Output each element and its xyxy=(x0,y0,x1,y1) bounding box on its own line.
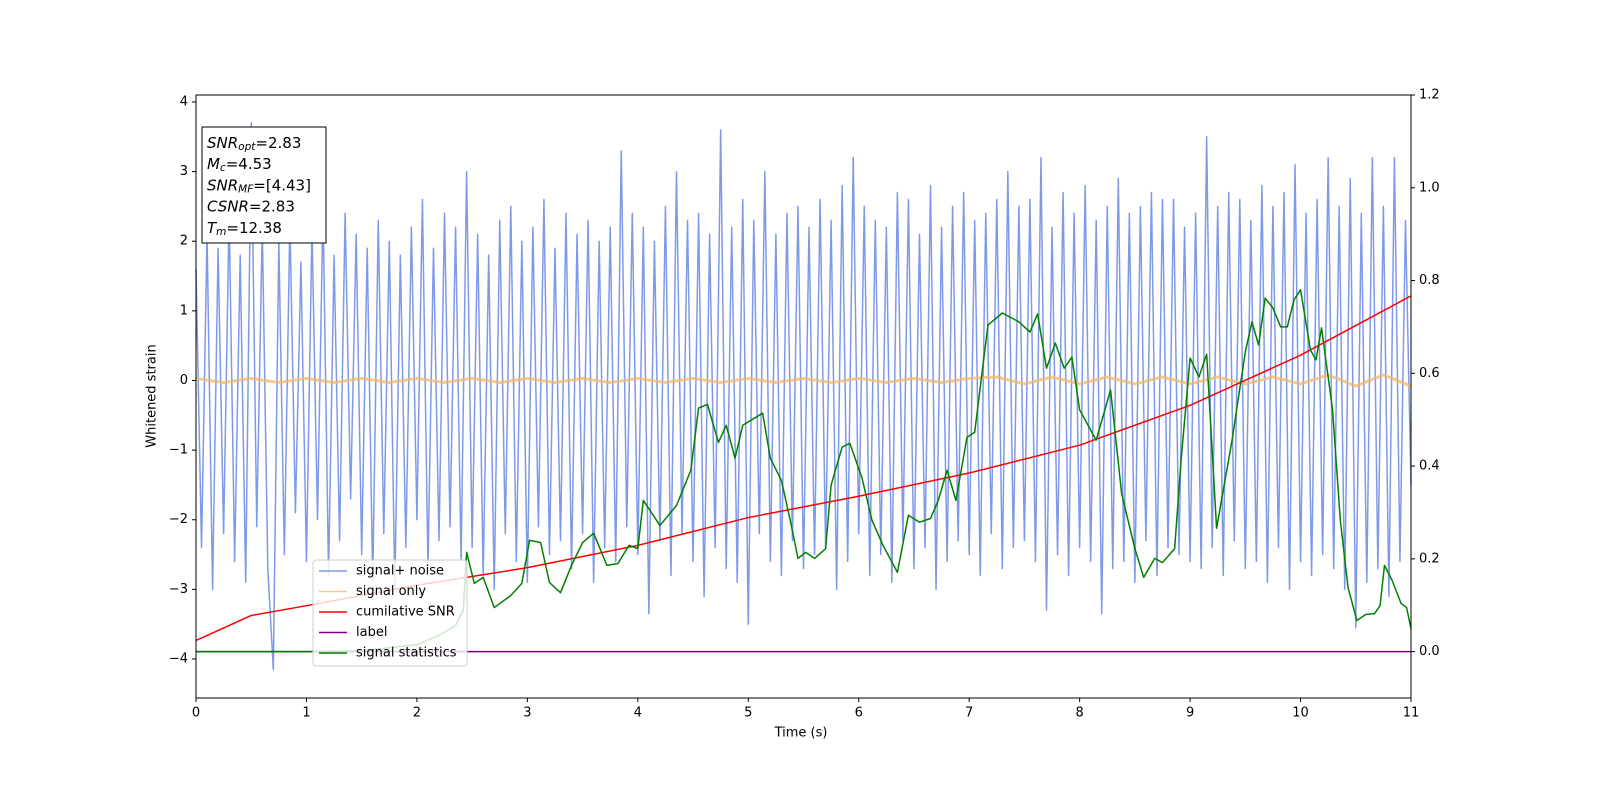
series-line xyxy=(196,289,1412,653)
y-tick-label: −3 xyxy=(169,582,188,597)
legend-label: label xyxy=(356,625,387,640)
annotation-line: CSNR=2.83 xyxy=(207,197,295,215)
y-tick-label: 2 xyxy=(180,234,188,249)
legend-label: cumilative SNR xyxy=(356,605,455,620)
annotation-symbol: CSNR xyxy=(207,197,249,215)
y2-tick-label: 0.4 xyxy=(1419,459,1440,474)
annotation-symbol: SNR xyxy=(207,176,238,194)
annotation-subscript: c xyxy=(220,162,226,174)
series-line xyxy=(195,122,1412,671)
y-tick-label: 1 xyxy=(180,303,188,318)
x-tick-label: 2 xyxy=(413,706,421,721)
legend-label: signal statistics xyxy=(356,646,457,661)
y-tick-label: 4 xyxy=(180,94,188,109)
annotation-subscript: m xyxy=(216,226,226,238)
annotation-line: SNRopt=2.83 xyxy=(207,134,301,154)
y-tick-label: 3 xyxy=(180,164,188,179)
x-tick-label: 0 xyxy=(192,706,200,721)
series-line xyxy=(195,295,1412,642)
y2-tick-label: 0.8 xyxy=(1419,273,1440,288)
annotation-symbol: SNR xyxy=(207,134,238,152)
legend-label: signal+ noise xyxy=(356,564,444,579)
annotation-subscript: MF xyxy=(238,183,254,195)
y2-tick-label: 0.2 xyxy=(1419,551,1440,566)
axes-frame xyxy=(195,94,1412,699)
y-tick-label: −2 xyxy=(169,512,188,527)
x-tick-label: 10 xyxy=(1292,706,1309,721)
legend-label: signal only xyxy=(356,584,426,599)
y-axis-label: Whitened strain xyxy=(145,344,160,447)
y2-tick-label: 1.2 xyxy=(1419,88,1440,103)
annotation-text: =2.83 xyxy=(249,197,295,215)
y-tick-label: 0 xyxy=(180,373,188,388)
x-axis-label: Time (s) xyxy=(774,726,828,741)
y2-tick-label: 1.0 xyxy=(1419,180,1440,195)
annotation-symbol: M xyxy=(207,155,220,173)
x-tick-label: 6 xyxy=(855,706,863,721)
x-tick-label: 11 xyxy=(1403,706,1420,721)
annotation-text: =4.53 xyxy=(226,155,272,173)
annotation-text: =12.38 xyxy=(226,218,282,236)
x-tick-label: 5 xyxy=(744,706,752,721)
x-tick-label: 8 xyxy=(1075,706,1083,721)
y2-tick-label: 0.6 xyxy=(1419,366,1440,381)
legend: signal+ noise signal only cumilative SNR la… xyxy=(312,559,468,667)
annotation-line: SNRMF=[4.43] xyxy=(207,176,311,196)
annotation-subscript: opt xyxy=(238,141,256,153)
annotation-box: SNRopt=2.83Mc=4.53SNRMF=[4.43]CSNR=2.83T… xyxy=(201,126,327,244)
x-tick-label: 3 xyxy=(523,706,531,721)
x-tick-label: 9 xyxy=(1186,706,1194,721)
annotation-text: =2.83 xyxy=(255,134,301,152)
annotation-line: Tm=12.38 xyxy=(207,218,282,238)
x-tick-label: 4 xyxy=(634,706,642,721)
y-tick-label: −4 xyxy=(169,652,188,667)
x-tick-label: 7 xyxy=(965,706,973,721)
annotation-text: =[4.43] xyxy=(253,176,311,194)
annotation-line: Mc=4.53 xyxy=(207,155,272,175)
annotation-symbol: T xyxy=(207,218,218,236)
legend-frame xyxy=(312,559,468,667)
x-tick-label: 1 xyxy=(302,706,310,721)
y-tick-label: −1 xyxy=(169,443,188,458)
y2-tick-label: 0.0 xyxy=(1419,644,1440,659)
annotation-frame xyxy=(201,126,327,244)
